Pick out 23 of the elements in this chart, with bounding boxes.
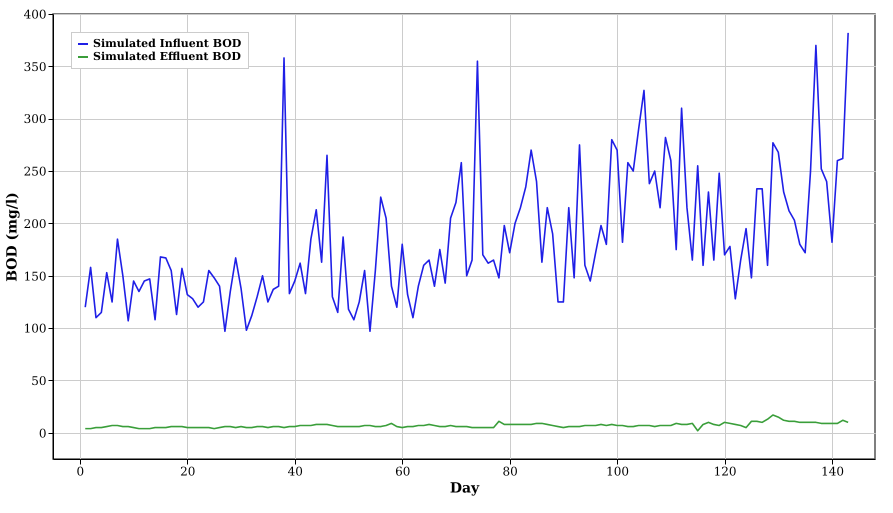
y-tick-label: 350 [24,60,46,74]
y-tick-label: 100 [24,322,46,336]
x-tick-label: 80 [502,464,518,478]
y-tick-label: 150 [24,269,46,284]
x-tick-label: 60 [395,464,410,478]
line-series [84,32,849,332]
line-series [84,414,849,432]
y-axis-title: BOD (mg/l) [4,192,21,282]
y-tick-label: 0 [38,426,46,440]
x-tick-label: 20 [180,464,196,478]
x-tick-label: 0 [76,464,84,478]
x-tick-label: 140 [821,464,844,478]
legend-label: Simulated Influent BOD [93,37,242,50]
x-axis-title: Day [450,480,480,496]
x-tick-label: 40 [288,464,303,478]
y-tick-label: 50 [31,374,46,388]
y-tick-label: 300 [24,112,46,126]
x-tick-label: 100 [606,464,630,478]
legend-label: Simulated Effluent BOD [93,50,242,63]
y-tick-label: 250 [24,164,46,179]
x-tick-label: 120 [714,464,737,478]
y-tick-label: 400 [24,8,46,22]
y-tick-label: 200 [24,216,46,231]
